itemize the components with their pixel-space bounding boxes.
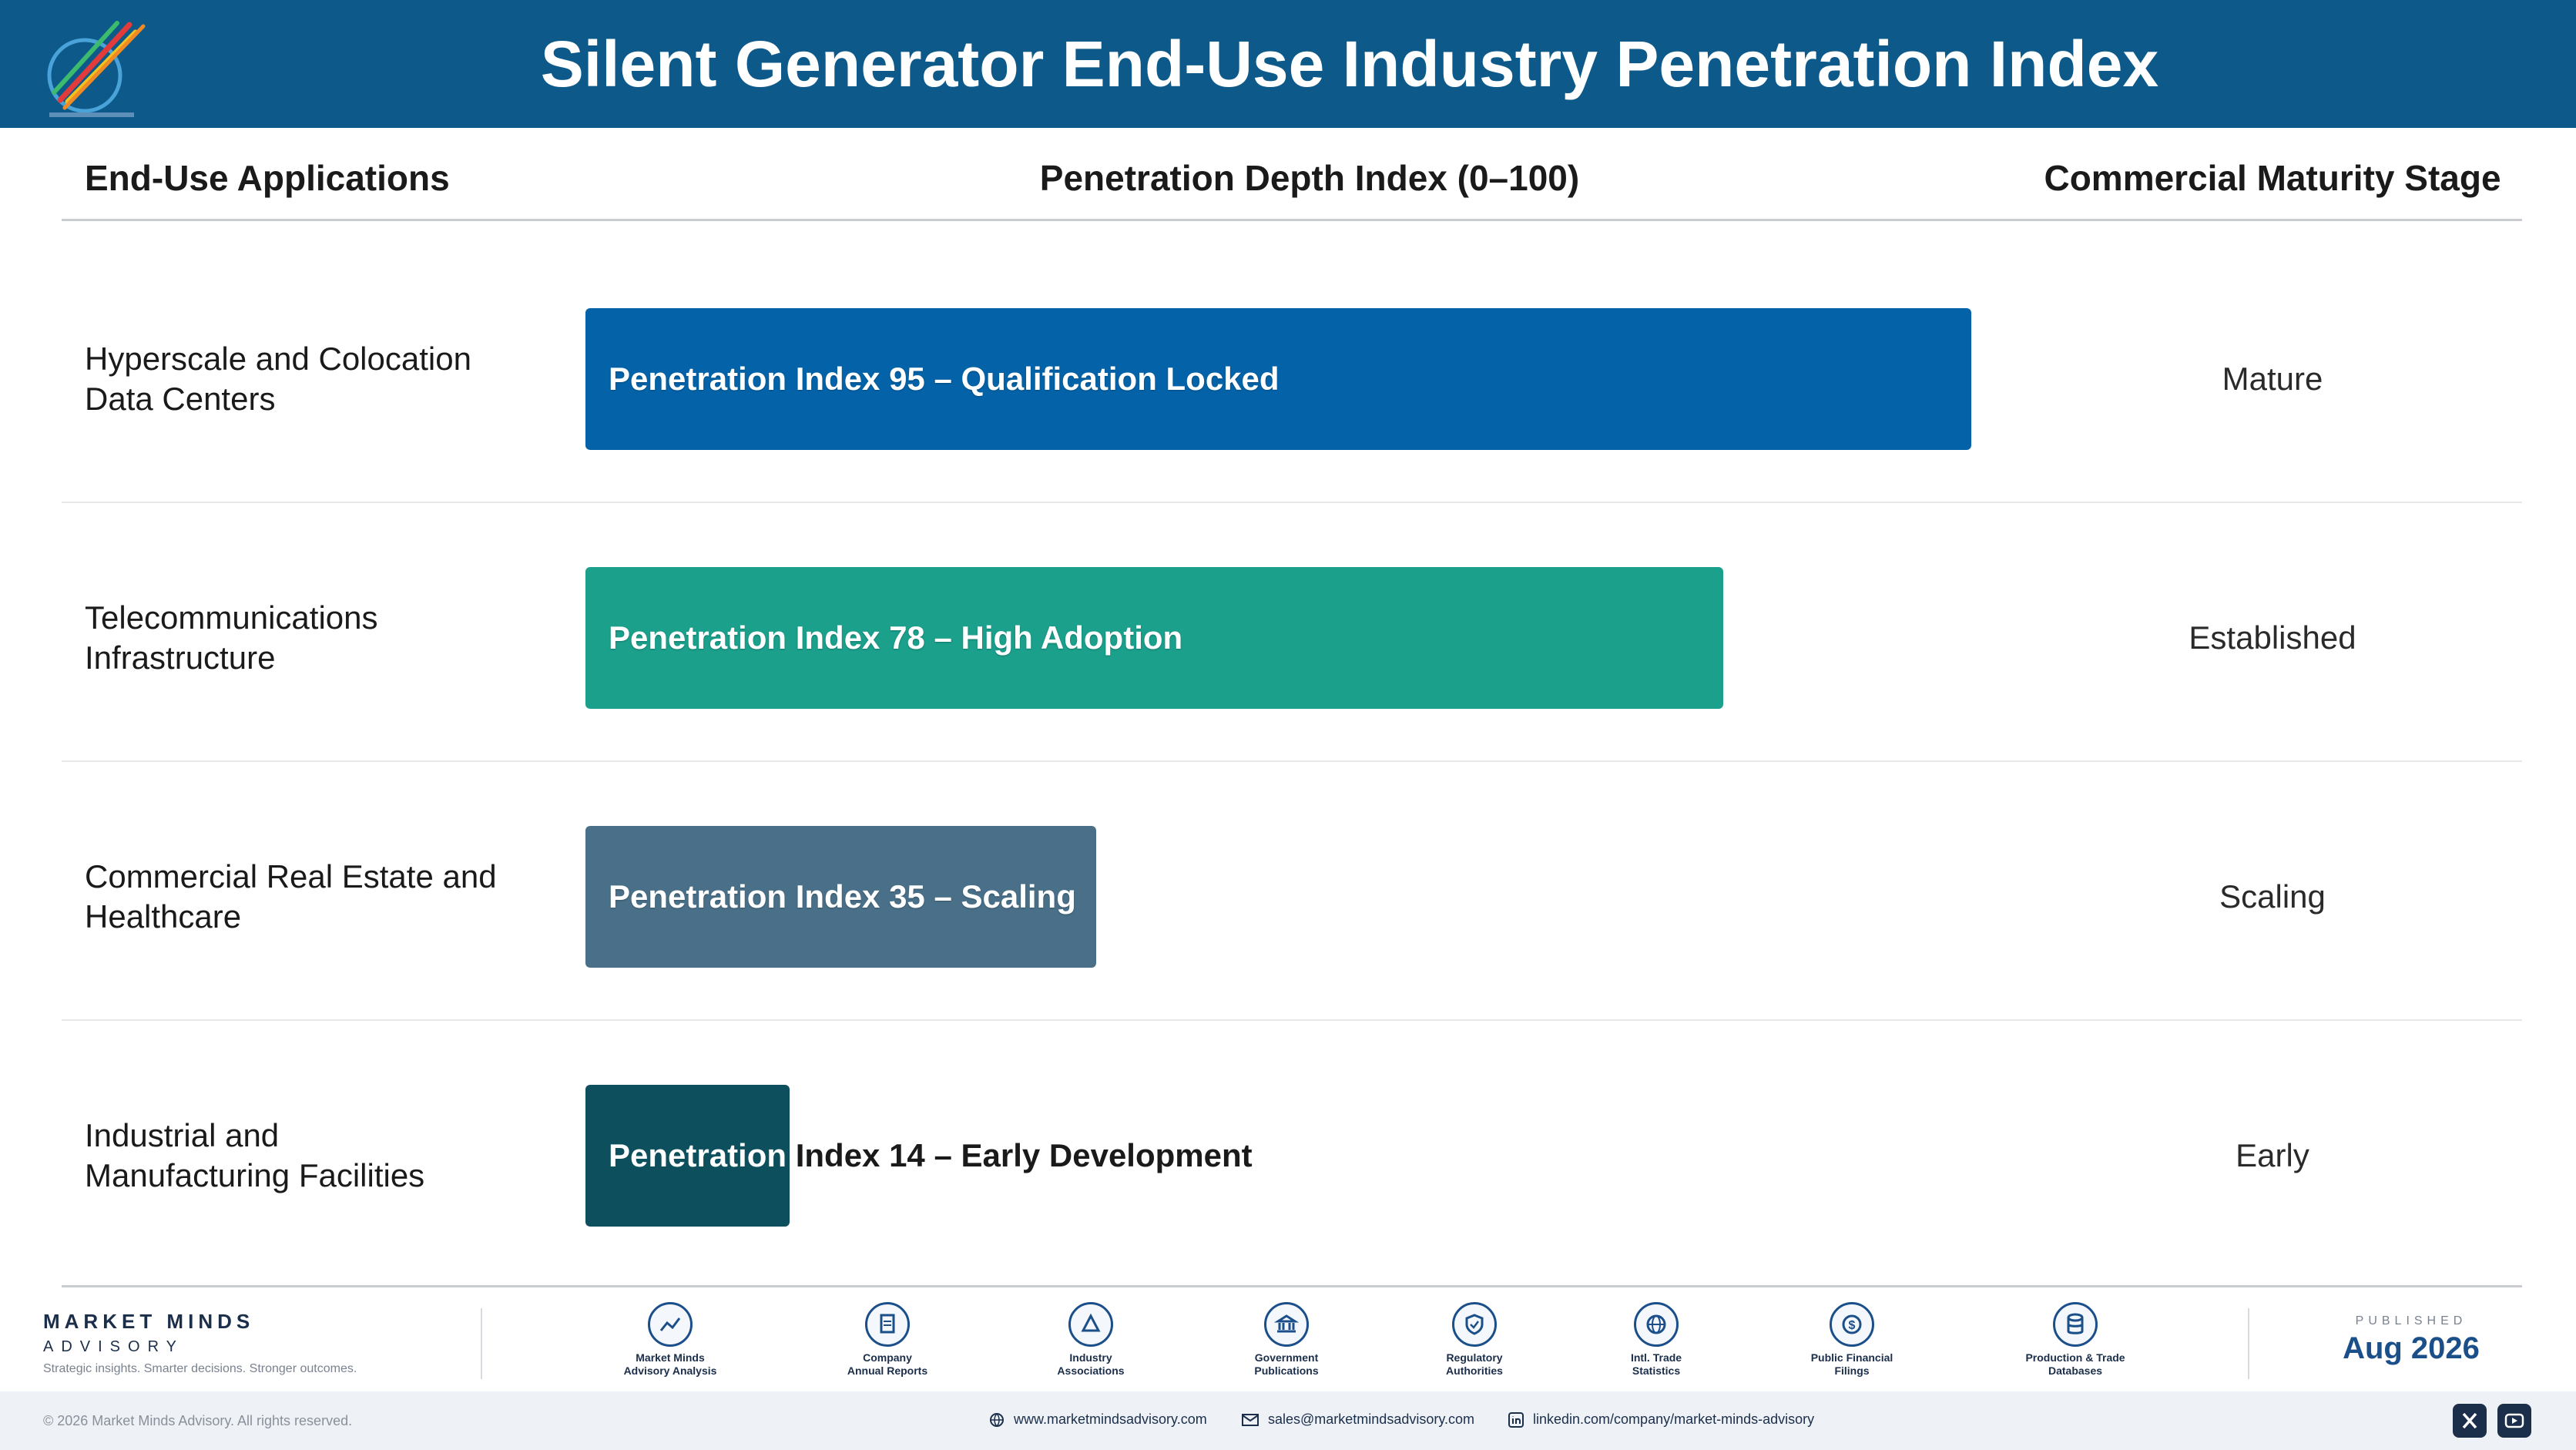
brand-subtitle: ADVISORY [43,1338,184,1355]
table-row: Commercial Real Estate and Healthcare Pen… [62,767,2522,1026]
row-divider [62,502,2522,503]
bar-3 [585,1085,790,1227]
x-social-button[interactable] [2453,1404,2487,1438]
column-header-stage: Commercial Maturity Stage [2044,158,2501,198]
application-label: Commercial Real Estate and Healthcare [85,858,497,935]
svg-text:$: $ [1849,1319,1856,1332]
maturity-stage: Established [2189,619,2356,656]
table-row: Industrial and Manufacturing Facilities P… [62,1026,2522,1285]
footer-brand: MARKET MINDS ADVISORY Strategic insights… [43,1310,357,1376]
mail-icon [1242,1413,1259,1426]
bar-label: Penetration Index 14 – Early Development [609,1136,1253,1176]
linkedin-link[interactable]: linkedin.com/company/market-minds-adviso… [1508,1411,1814,1428]
table-bottom-divider [62,1285,2522,1287]
table-row: Hyperscale and Colocation Data Centers Pe… [62,250,2522,509]
maturity-stage: Mature [2222,361,2323,397]
maturity-stage: Early [2236,1137,2309,1173]
email-link[interactable]: sales@marketmindsadvisory.com [1242,1411,1474,1428]
application-label: Hyperscale and Colocation Data Centers [85,341,471,417]
footer-divider [2248,1308,2249,1379]
copyright-text: © 2026 Market Minds Advisory. All rights… [43,1413,353,1428]
source-item: Regulatory Authorities [1405,1302,1544,1378]
column-header-applications: End-Use Applications [85,158,450,198]
globe-icon [1634,1302,1679,1347]
brand-tagline: Strategic insights. Smarter decisions. S… [43,1362,357,1375]
bar-1 [585,567,1724,709]
application-label: Industrial and Manufacturing Facilities [85,1117,425,1193]
youtube-social-button[interactable] [2497,1404,2531,1438]
header-divider [62,219,2522,221]
source-item: $ Public Financial Filings [1783,1302,1921,1378]
row-divider [62,760,2522,762]
x-icon [2462,1412,2477,1429]
published-date: Aug 2026 [2343,1331,2480,1365]
chart-trend-icon [648,1302,693,1347]
bar-2 [585,826,1096,968]
youtube-icon [2504,1413,2524,1428]
shield-check-icon [1452,1302,1497,1347]
source-item: Market Minds Advisory Analysis [601,1302,740,1378]
dollar-coin-icon: $ [1830,1302,1874,1347]
row-divider [62,1019,2522,1021]
brand-name: MARKET MINDS [43,1310,255,1333]
copyright-bar [0,1391,2576,1450]
bar-label: Penetration Index 95 – Qualification Loc… [609,361,1280,397]
source-item: Production & Trade Databases [2006,1302,2145,1378]
source-item: Company Annual Reports [818,1302,957,1378]
bar-0 [585,308,1972,450]
application-label: Telecommunications Infrastructure [85,599,378,676]
bar-label: Penetration Index 78 – High Adoption [609,619,1183,656]
published-label: PUBLISHED [2355,1314,2467,1327]
source-item: Intl. Trade Statistics [1587,1302,1726,1378]
globe-icon [990,1412,1004,1427]
bar-label: Penetration Index 35 – Scaling [609,878,1076,915]
company-logo-icon [47,21,146,117]
government-building-icon [1264,1302,1309,1347]
document-icon [865,1302,910,1347]
maturity-stage: Scaling [2219,878,2326,915]
database-icon [2053,1302,2098,1347]
network-icon [1068,1302,1113,1347]
linkedin-icon [1508,1411,1524,1428]
column-header-index: Penetration Depth Index (0–100) [1039,158,1580,198]
source-item: Government Publications [1217,1302,1356,1378]
footer-divider [481,1308,482,1379]
table-row: Telecommunications Infrastructure Penetra… [62,509,2522,767]
title-banner [0,0,2576,128]
page-title: Silent Generator End-Use Industry Penetr… [540,28,2159,100]
published-info: PUBLISHED Aug 2026 [2319,1314,2504,1366]
source-item: Industry Associations [1021,1302,1160,1378]
website-link[interactable]: www.marketmindsadvisory.com [989,1411,1207,1428]
